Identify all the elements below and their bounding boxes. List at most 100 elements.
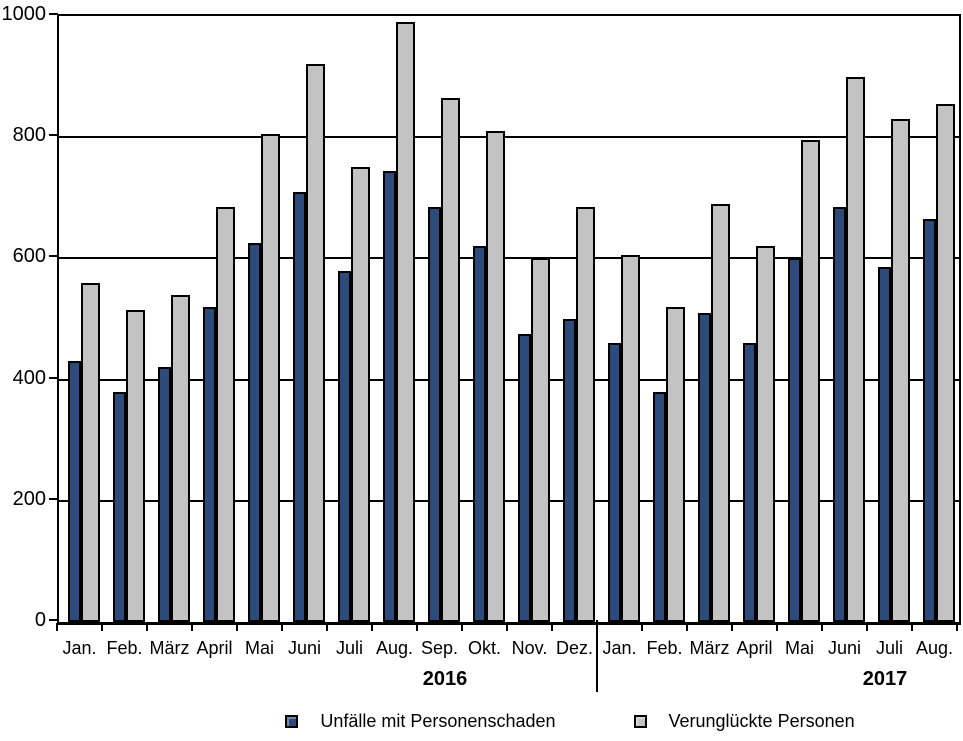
x-axis-tick-19: [911, 623, 913, 631]
bar-verunglueckte-17: [846, 77, 865, 622]
gridline-600: [59, 257, 959, 260]
bar-verunglueckte-11: [576, 207, 595, 622]
x-axis-tick-15: [731, 623, 733, 631]
legend-swatch-verunglueckte-icon: [633, 714, 647, 728]
y-axis-label-400: 400: [12, 366, 46, 389]
x-axis-tick-10: [506, 623, 508, 631]
gridline-400: [59, 378, 959, 381]
plot-area: [57, 14, 961, 625]
chart-legend: Unfälle mit Personenschaden Verunglückte…: [180, 706, 960, 736]
bar-verunglueckte-12: [621, 255, 640, 622]
bar-unfaelle-2: [158, 367, 171, 622]
bar-unfaelle-18: [878, 267, 891, 622]
bar-unfaelle-14: [698, 313, 711, 622]
bar-verunglueckte-10: [531, 258, 550, 622]
y-axis-label-1000: 1000: [1, 3, 47, 25]
bar-verunglueckte-2: [171, 295, 190, 622]
bar-verunglueckte-16: [801, 140, 820, 622]
gridline-800: [59, 136, 959, 139]
x-axis-tick-8: [416, 623, 418, 631]
x-axis-tick-13: [641, 623, 643, 631]
bar-verunglueckte-6: [351, 167, 370, 622]
bar-unfaelle-15: [743, 343, 756, 622]
y-axis-tick-200: [49, 497, 58, 500]
bar-unfaelle-13: [653, 392, 666, 622]
x-axis-tick-18: [866, 623, 868, 631]
x-axis-tick-7: [371, 623, 373, 631]
bar-unfaelle-8: [428, 207, 441, 622]
x-axis-tick-6: [326, 623, 328, 631]
x-axis-label-16: Mai: [784, 638, 814, 658]
x-axis-label-4: Mai: [244, 638, 274, 658]
x-axis-tick-16: [776, 623, 778, 631]
x-axis-label-19: Aug.: [915, 638, 954, 658]
x-axis-tick-2: [146, 623, 148, 631]
bar-verunglueckte-3: [216, 207, 235, 622]
x-axis-label-17: Juni: [827, 638, 862, 658]
bar-unfaelle-4: [248, 243, 261, 622]
bar-verunglueckte-8: [441, 98, 460, 622]
legend-item-verungglueckte: Verunglückte Personen: [633, 710, 855, 732]
y-axis-label-0: 0: [34, 609, 46, 631]
x-axis-label-5: Juni: [287, 638, 322, 658]
bar-unfaelle-3: [203, 307, 216, 622]
y-axis-tick-600: [49, 255, 58, 258]
x-axis-label-12: Jan.: [602, 638, 637, 658]
x-axis-label-10: Nov.: [511, 638, 548, 658]
bar-verunglueckte-0: [81, 283, 100, 622]
y-axis-tick-400: [49, 376, 58, 379]
x-axis-tick-4: [236, 623, 238, 631]
bar-verunglueckte-18: [891, 119, 910, 622]
x-axis-label-9: Okt.: [467, 638, 501, 658]
x-axis-label-3: April: [196, 638, 233, 658]
x-axis-tick-11: [551, 623, 553, 631]
bar-verunglueckte-19: [936, 104, 955, 622]
gridline-200: [59, 499, 959, 502]
y-axis-label-800: 800: [12, 124, 46, 147]
x-axis-tick-17: [821, 623, 823, 631]
x-axis-tick-9: [461, 623, 463, 631]
x-axis-label-11: Dez.: [555, 638, 593, 658]
x-axis-tick-3: [191, 623, 193, 631]
bar-unfaelle-5: [293, 192, 306, 622]
x-axis-tick-20: [956, 623, 958, 631]
y-axis-label-200: 200: [12, 487, 46, 510]
y-axis-tick-1000: [49, 13, 58, 15]
x-axis-label-18: Juli: [875, 638, 903, 658]
y-axis-tick-0: [49, 619, 58, 621]
bar-unfaelle-0: [68, 361, 81, 622]
x-axis-label-0: Jan.: [62, 638, 97, 658]
legend-item-unfaelle: Unfälle mit Personenschaden: [285, 710, 556, 732]
bar-verunglueckte-15: [756, 246, 775, 622]
legend-label-unfaelle: Unfälle mit Personenschaden: [320, 710, 556, 731]
x-axis-label-14: März: [689, 638, 730, 658]
bar-unfaelle-11: [563, 319, 576, 622]
bar-verunglueckte-13: [666, 307, 685, 622]
y-axis-label-600: 600: [12, 245, 46, 268]
x-axis-label-1: Feb.: [106, 638, 143, 658]
x-axis-label-13: Feb.: [646, 638, 683, 658]
bar-verunglueckte-1: [126, 310, 145, 622]
bar-unfaelle-9: [473, 246, 486, 622]
x-axis-tick-14: [686, 623, 688, 631]
bar-unfaelle-6: [338, 271, 351, 622]
bar-unfaelle-1: [113, 392, 126, 622]
y-axis-tick-800: [49, 134, 58, 137]
x-axis-label-15: April: [736, 638, 773, 658]
bar-unfaelle-16: [788, 258, 801, 622]
legend-swatch-unfaelle-icon: [285, 714, 299, 728]
x-axis-tick-1: [101, 623, 103, 631]
bar-verunglueckte-14: [711, 204, 730, 622]
bar-verunglueckte-9: [486, 131, 505, 622]
x-axis-tick-0: [56, 623, 58, 631]
year-divider-line: [596, 620, 598, 692]
x-axis-tick-5: [281, 623, 283, 631]
bar-unfaelle-10: [518, 334, 531, 622]
legend-label-verunglueckte: Verunglückte Personen: [668, 710, 855, 731]
bar-unfaelle-17: [833, 207, 846, 622]
bar-verunglueckte-5: [306, 64, 325, 622]
year-label-2016: 2016: [422, 668, 468, 690]
year-label-2017: 2017: [862, 668, 908, 690]
bar-unfaelle-19: [923, 219, 936, 622]
